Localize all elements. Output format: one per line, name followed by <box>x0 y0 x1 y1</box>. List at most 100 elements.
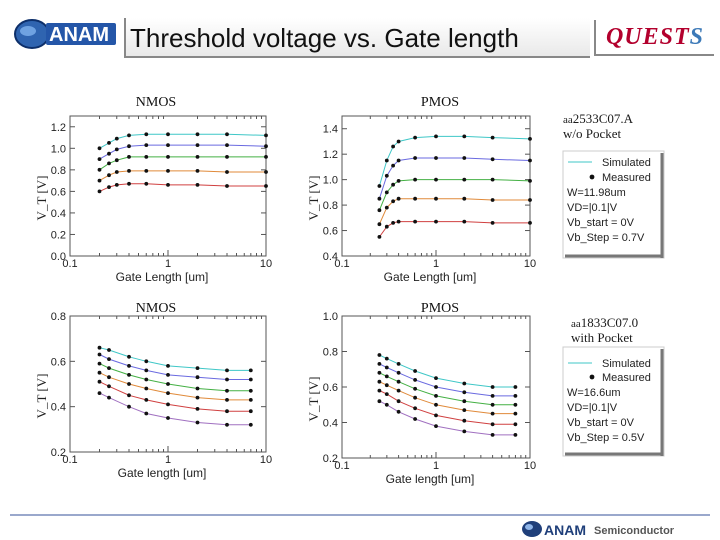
series-1-point <box>384 365 389 370</box>
series-4-line <box>378 221 530 238</box>
series-5-point <box>166 416 170 420</box>
series-0-line <box>379 354 516 388</box>
series-1-point <box>391 163 395 168</box>
series-0-point <box>114 136 119 141</box>
series-4-point <box>384 224 389 229</box>
footer-logo-sub: Semiconductor <box>594 525 675 537</box>
y-tick-label: 1.2 <box>323 149 338 161</box>
series-3-point <box>384 205 389 210</box>
series-0-point <box>434 134 438 139</box>
y-tick-label: 0.8 <box>51 165 66 177</box>
x-axis-label: Gate length [um] <box>386 472 475 486</box>
series-3-point <box>384 383 389 388</box>
series-1-point <box>434 156 438 160</box>
series-1-point <box>384 173 389 178</box>
series-4-point <box>195 407 200 411</box>
series-0-point <box>391 144 395 149</box>
y-axis-label: V_T [V] <box>34 176 49 221</box>
series-1-point <box>413 378 417 382</box>
series-1-point <box>107 357 111 361</box>
series-4-point <box>462 219 467 224</box>
series-2-point <box>396 179 401 183</box>
series-2-line <box>99 156 266 171</box>
series-5-point <box>225 422 229 427</box>
legend-measured-label: Measured <box>602 172 651 184</box>
series-4-point <box>225 184 229 188</box>
series-4-point <box>114 183 119 187</box>
series-0-point <box>434 376 438 380</box>
series-0-point <box>166 132 170 137</box>
series-2-point <box>384 190 389 195</box>
series-0-point <box>462 381 467 386</box>
series-4-point <box>513 422 518 427</box>
legend-line-1: W=16.6um <box>567 387 621 399</box>
y-tick-label: 1.0 <box>323 175 338 187</box>
series-0-point <box>97 345 102 350</box>
series-4-point <box>384 392 389 396</box>
series-2-point <box>264 155 268 159</box>
y-tick-label: 0.6 <box>51 186 66 198</box>
series-3-point <box>107 375 111 380</box>
series-3-point <box>528 198 532 202</box>
series-4-line <box>99 381 251 412</box>
series-1-point <box>248 377 253 382</box>
series-2-line <box>379 372 516 406</box>
series-0-point <box>225 132 229 137</box>
legend-measured-marker <box>589 174 595 180</box>
series-2-point <box>391 182 395 187</box>
series-5-point <box>107 395 111 400</box>
footer-logo-text: ANAM <box>544 522 586 538</box>
series-4-line <box>379 390 516 425</box>
series-4-point <box>195 183 200 187</box>
series-4-point <box>127 181 131 186</box>
series-1-point <box>97 157 102 161</box>
series-4-point <box>391 221 395 225</box>
series-2-point <box>377 208 382 213</box>
legend-line-1: W=11.98um <box>567 187 626 199</box>
series-4-point <box>264 184 268 188</box>
series-0-point <box>462 134 467 139</box>
series-1-line <box>379 363 516 397</box>
x-axis-label: Gate Length [um] <box>384 270 477 284</box>
y-tick-label: 0.2 <box>51 447 66 459</box>
series-3-point <box>434 196 438 201</box>
series-2-point <box>413 386 417 391</box>
series-4-point <box>462 418 467 423</box>
series-3-point <box>225 170 229 174</box>
quests-text-tail: S <box>689 24 705 50</box>
x-tick-label: 1 <box>433 258 439 270</box>
series-0-point <box>107 348 111 352</box>
series-3-line <box>99 372 251 401</box>
series-2-point <box>114 158 119 163</box>
series-0-point <box>528 137 532 141</box>
series-1-point <box>513 394 518 398</box>
series-4-point <box>434 413 438 418</box>
series-3-point <box>144 386 149 391</box>
series-2-point <box>97 167 102 172</box>
series-2-point <box>97 361 102 366</box>
series-1-point <box>144 143 149 147</box>
series-1-point <box>166 143 170 147</box>
series-3-point <box>114 170 119 174</box>
series-3-point <box>413 196 417 201</box>
series-4-point <box>413 219 417 224</box>
series-3-point <box>127 169 131 173</box>
x-tick-label: 0.1 <box>334 460 349 472</box>
series-0-line <box>378 135 531 187</box>
series-3-point <box>225 398 229 402</box>
series-3-line <box>378 198 530 225</box>
series-4-point <box>413 406 417 411</box>
series-4-point <box>396 399 401 404</box>
series-4-point <box>434 219 438 224</box>
series-0-point <box>396 139 401 144</box>
chart-title: NMOS <box>136 95 176 110</box>
device-prefix-bottom: aa <box>571 318 581 330</box>
series-3-point <box>490 411 495 416</box>
x-tick-label: 10 <box>524 258 536 270</box>
x-tick-label: 0.1 <box>334 258 349 270</box>
series-4-point <box>97 379 102 384</box>
series-1-line <box>378 157 531 199</box>
device-label-bottom: aa1833C07.0 with Pocket <box>571 316 638 345</box>
series-0-point <box>396 362 401 366</box>
chart-nmos-top: 0.1 1 10 0.0 0.2 0.4 0.6 0.8 1.0 1.2 Gate Length [… <box>34 95 272 284</box>
